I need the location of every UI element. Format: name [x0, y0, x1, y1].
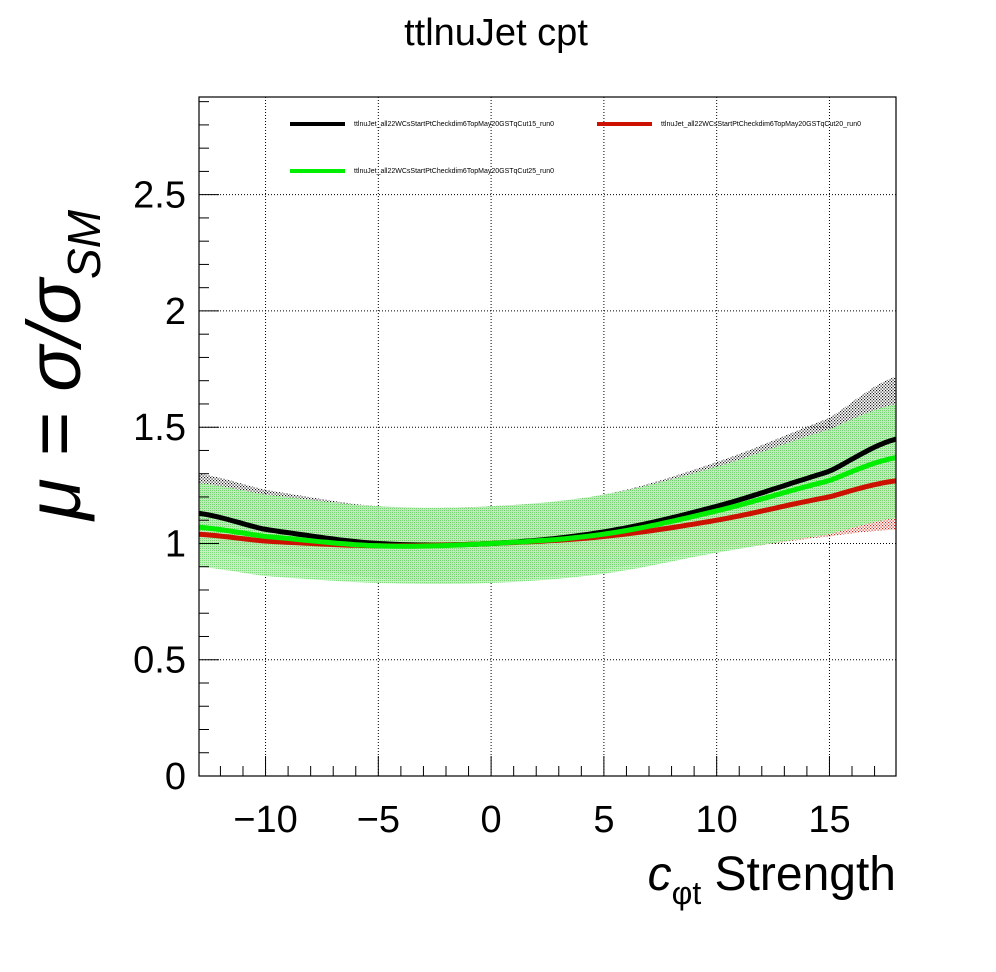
plot-frame	[198, 96, 897, 777]
uncertainty-band	[199, 404, 896, 584]
x-tick-label: −10	[233, 799, 297, 841]
y-tick-label: 1	[165, 523, 186, 565]
x-tick-label: 5	[593, 799, 614, 841]
x-axis-label-symbol: c	[648, 848, 672, 901]
y-tick-label: 2.5	[133, 175, 186, 217]
y-axis-label-subscript: SM	[58, 209, 110, 279]
x-axis-label-suffix: Strength	[701, 848, 896, 901]
series-line	[198, 455, 897, 549]
uncertainty-bands	[199, 376, 896, 584]
x-tick-label: −5	[357, 799, 400, 841]
legend-label: ttlnuJet_all22WCsStartPtCheckdim6TopMay2…	[661, 121, 861, 128]
legend-label: ttlnuJet_all22WCsStartPtCheckdim6TopMay2…	[354, 168, 554, 175]
legend-label: ttlnuJet_all22WCsStartPtCheckdim6TopMay2…	[354, 121, 554, 128]
axis-ticks	[199, 101, 876, 777]
chart-title: ttlnuJet cpt	[404, 12, 588, 54]
y-tick-label: 0	[165, 756, 186, 798]
y-tick-label: 0.5	[133, 640, 186, 682]
x-axis-label-subscript: φt	[672, 875, 702, 911]
y-tick-label: 2	[165, 291, 186, 333]
x-axis-label: cφt Strength	[648, 848, 896, 911]
x-tick-label: 15	[808, 799, 850, 841]
plot-frame-rect	[198, 96, 897, 777]
y-axis-label-main: μ = σ/σ	[12, 276, 97, 522]
tick-labels: −10 −5 0 5 10 15 0 0.5 1 1.5 2 2.5	[133, 175, 850, 841]
x-tick-label: 0	[481, 799, 502, 841]
x-tick-label: 10	[696, 799, 738, 841]
y-tick-label: 1.5	[133, 407, 186, 449]
legend: ttlnuJet_all22WCsStartPtCheckdim6TopMay2…	[290, 121, 861, 175]
series-lines	[198, 436, 897, 549]
y-axis-label: μ = σ/σSM	[12, 209, 110, 522]
